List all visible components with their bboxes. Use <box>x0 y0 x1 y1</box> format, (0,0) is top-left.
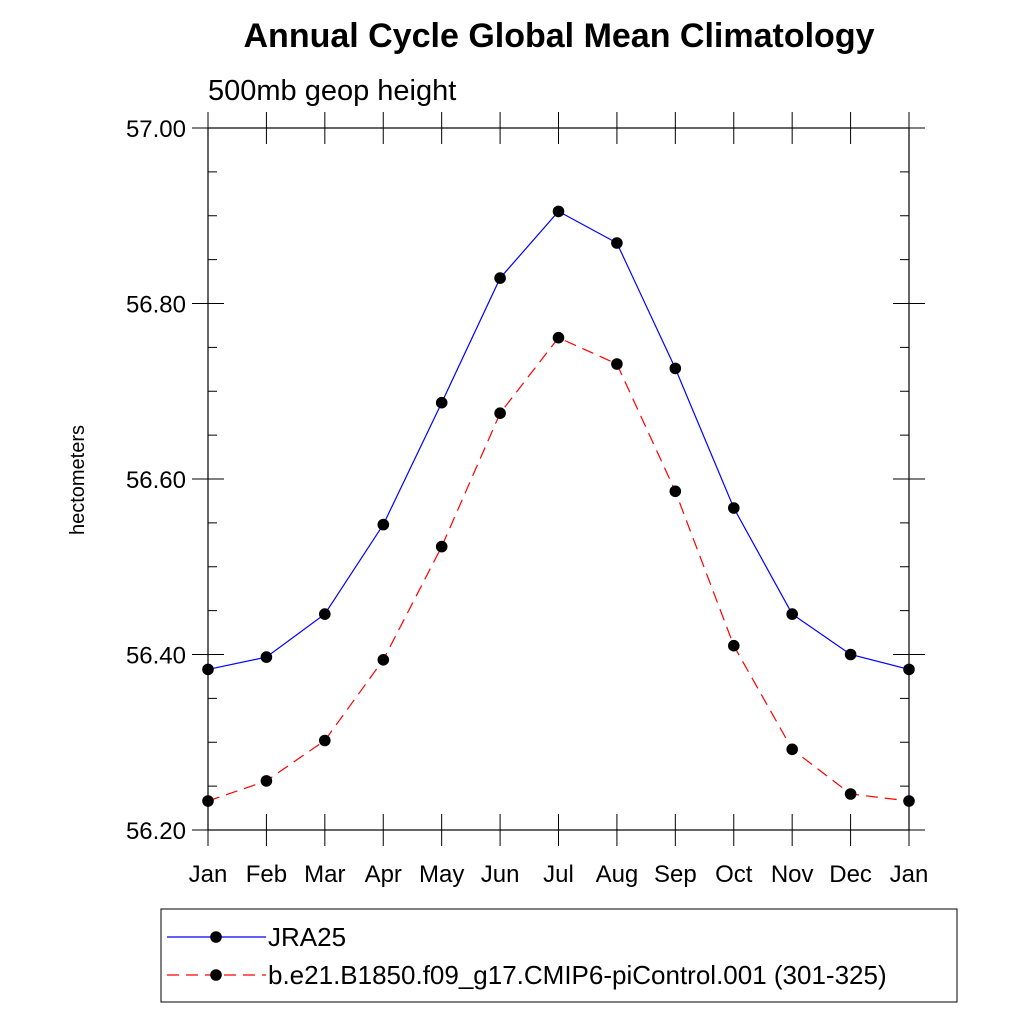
chart-title: Annual Cycle Global Mean Climatology <box>244 17 875 55</box>
data-point-picontrol <box>611 358 623 370</box>
data-point-jra25 <box>377 518 390 531</box>
data-point-jra25 <box>611 237 623 249</box>
data-point-jra25 <box>202 663 214 676</box>
x-tick-label: Dec <box>829 861 872 888</box>
x-tick-label: Jan <box>189 861 228 888</box>
y-tick-label: 56.60 <box>126 467 186 494</box>
data-point-picontrol <box>552 331 565 344</box>
x-tick-label: Nov <box>771 861 814 888</box>
y-tick-label: 56.40 <box>126 643 186 670</box>
data-point-jra25 <box>260 651 273 663</box>
x-tick-label: Sep <box>654 861 697 888</box>
data-point-jra25 <box>728 502 740 514</box>
legend: JRA25 b.e21.B1850.f09_g17.CMIP6-piContro… <box>160 908 958 1003</box>
x-tick-label: Aug <box>596 861 639 888</box>
x-tick-label: Apr <box>365 861 402 888</box>
data-point-jra25 <box>844 648 857 661</box>
series-line-picontrol <box>207 336 910 802</box>
plot-frame <box>207 127 910 831</box>
data-point-jra25 <box>435 396 448 409</box>
data-point-picontrol <box>844 788 857 800</box>
x-tick-label: May <box>419 861 464 888</box>
x-tick-label: Oct <box>715 861 753 888</box>
data-point-picontrol <box>903 795 915 807</box>
data-point-picontrol <box>377 654 390 666</box>
data-point-picontrol <box>728 639 740 652</box>
data-point-jra25 <box>552 205 565 218</box>
x-tick-label: Jul <box>543 861 574 888</box>
x-tick-label: Jun <box>481 861 520 888</box>
legend-label-picontrol: b.e21.B1850.f09_g17.CMIP6-piControl.001 … <box>268 960 887 990</box>
data-point-jra25 <box>494 272 506 284</box>
axis-tick-labels: 56.20 56.40 56.60 56.80 57.00 Jan Feb Mar Apr May… <box>126 116 928 888</box>
legend-box <box>160 908 958 1003</box>
y-axis-label: hectometers <box>67 425 89 535</box>
legend-label-jra25: JRA25 <box>268 922 346 952</box>
data-point-picontrol <box>260 775 273 787</box>
data-point-jra25 <box>669 362 682 375</box>
legend-marker-jra25 <box>210 931 222 943</box>
data-point-picontrol <box>494 407 506 420</box>
data-point-jra25 <box>903 663 915 676</box>
data-point-jra25 <box>786 608 798 620</box>
series-line-jra25 <box>207 210 910 670</box>
series-layer <box>202 205 915 807</box>
x-tick-label: Feb <box>246 861 287 888</box>
x-tick-label: Jan <box>890 861 929 888</box>
y-tick-label: 56.20 <box>126 818 186 845</box>
data-point-picontrol <box>669 485 682 498</box>
data-point-picontrol <box>435 540 448 553</box>
y-tick-label: 57.00 <box>126 116 186 143</box>
y-tick-label: 56.80 <box>126 292 186 319</box>
x-tick-label: Mar <box>304 861 345 888</box>
chart-subtitle: 500mb geop height <box>208 75 456 107</box>
data-point-picontrol <box>319 734 331 747</box>
axis-ticks <box>192 112 925 846</box>
legend-marker-picontrol <box>210 969 222 981</box>
data-point-picontrol <box>786 743 798 756</box>
data-point-jra25 <box>319 608 331 620</box>
data-point-picontrol <box>202 795 214 807</box>
